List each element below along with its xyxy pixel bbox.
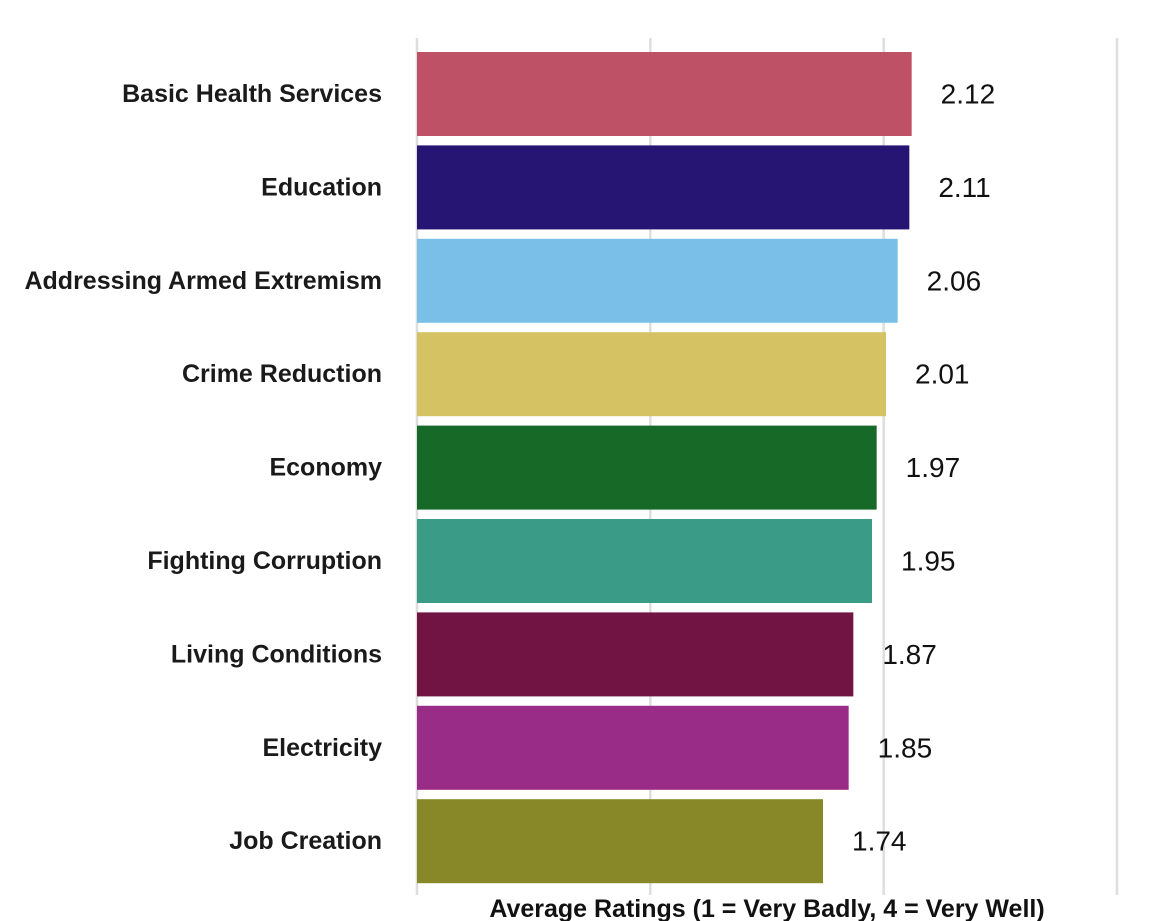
category-label: Economy: [269, 454, 382, 482]
bar: [417, 519, 872, 603]
category-label: Crime Reduction: [182, 360, 382, 388]
bar: [417, 332, 886, 417]
value-labels: 2.12 2.11 2.06 2.01 1.97 1.95 1.87 1.85 1.74: [852, 79, 995, 857]
value-label: 1.95: [901, 546, 956, 577]
category-label: Fighting Corruption: [147, 547, 382, 575]
value-label: 1.87: [882, 639, 937, 670]
category-label: Job Creation: [229, 827, 382, 855]
bar: [417, 612, 854, 697]
value-label: 1.97: [906, 452, 961, 483]
category-label: Living Conditions: [171, 640, 382, 668]
bar: [417, 799, 823, 884]
bar: [417, 238, 898, 323]
bar: [417, 145, 910, 230]
value-label: 1.85: [878, 732, 933, 763]
x-axis-title: Average Ratings (1 = Very Badly, 4 = Ver…: [489, 895, 1044, 921]
category-label: Basic Health Services: [122, 80, 382, 108]
value-label: 2.12: [941, 79, 996, 110]
category-label: Addressing Armed Extremism: [24, 267, 382, 295]
bar: [417, 425, 877, 510]
category-label: Electricity: [262, 734, 382, 762]
bar: [417, 705, 849, 790]
value-label: 2.01: [915, 359, 970, 390]
category-labels: Basic Health Services Education Addressing…: [24, 80, 382, 855]
category-label: Education: [261, 173, 382, 201]
value-label: 2.06: [927, 265, 982, 296]
value-label: 1.74: [852, 826, 907, 857]
bars: [417, 52, 912, 884]
value-label: 2.11: [938, 172, 990, 203]
bar: [417, 52, 912, 136]
